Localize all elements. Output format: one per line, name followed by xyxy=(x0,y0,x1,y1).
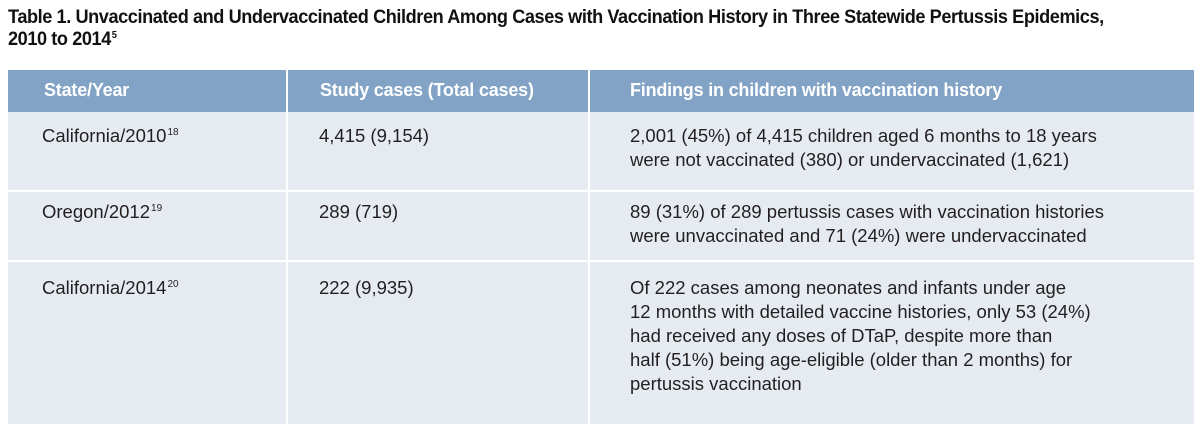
table-row-1-cases: 4,415 (9,154) xyxy=(319,125,430,146)
state-year-text: Oregon/2012 xyxy=(42,201,151,222)
findings-line: 89 (31%) of 289 pertussis cases with vac… xyxy=(630,201,1105,222)
table-row-3-state: California/201420 xyxy=(42,276,179,304)
title-reference: 5 xyxy=(111,30,117,41)
findings-line: were not vaccinated (380) or undervaccin… xyxy=(630,149,1070,170)
table-row-2-state: Oregon/201219 xyxy=(42,200,162,228)
table-title: Table 1. Unvaccinated and Undervaccinate… xyxy=(8,6,1115,54)
findings-line: 12 months with detailed vaccine historie… xyxy=(630,301,1091,322)
table-title-line-1: Table 1. Unvaccinated and Undervaccinate… xyxy=(8,6,1104,28)
table-row-3-findings: Of 222 cases among neonates and infants … xyxy=(630,276,1091,396)
row-divider xyxy=(8,260,1194,262)
header-state-year: State/Year xyxy=(44,80,130,100)
findings-line: pertussis vaccination xyxy=(630,373,802,394)
table-header-row xyxy=(8,70,1194,112)
table-title-line-2: 2010 to 20145 xyxy=(8,28,1115,54)
table-title-years: 2010 to 2014 xyxy=(8,28,111,50)
table-row-2-findings: 89 (31%) of 289 pertussis cases with vac… xyxy=(630,200,1104,248)
data-table: State/Year Study cases (Total cases) Fin… xyxy=(8,70,1194,424)
column-divider xyxy=(286,70,288,424)
findings-line: Of 222 cases among neonates and infants … xyxy=(630,277,1067,298)
reference-number: 20 xyxy=(167,279,179,290)
table-row-1-state: California/201018 xyxy=(42,124,179,152)
state-year-text: California/2010 xyxy=(42,125,167,146)
findings-line: had received any doses of DTaP, despite … xyxy=(630,325,1053,346)
header-study-cases: Study cases (Total cases) xyxy=(320,80,534,100)
table-row-1-findings: 2,001 (45%) of 4,415 children aged 6 mon… xyxy=(630,124,1097,172)
state-year-text: California/2014 xyxy=(42,277,167,298)
table-row-2-cases: 289 (719) xyxy=(319,201,399,222)
column-divider xyxy=(588,70,590,424)
reference-number: 19 xyxy=(151,203,163,214)
findings-line: 2,001 (45%) of 4,415 children aged 6 mon… xyxy=(630,125,1097,146)
table-row-3-cases: 222 (9,935) xyxy=(319,277,414,298)
row-divider xyxy=(8,190,1194,192)
findings-line: half (51%) being age-eligible (older tha… xyxy=(630,349,1073,370)
reference-number: 18 xyxy=(167,127,179,138)
findings-line: were unvaccinated and 71 (24%) were unde… xyxy=(630,225,1087,246)
header-findings: Findings in children with vaccination hi… xyxy=(630,80,1003,100)
